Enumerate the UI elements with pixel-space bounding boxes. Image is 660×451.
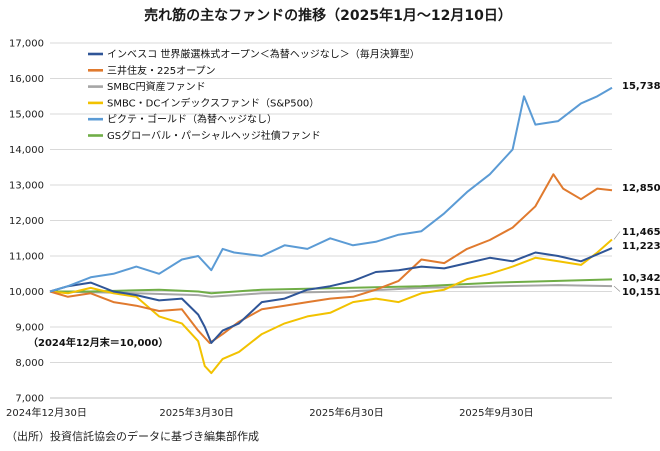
legend-entry: GSグローバル・パーシャルヘッジ社債ファンド [107, 129, 321, 142]
y-tick-label: 16,000 [9, 74, 44, 85]
y-tick-label: 10,000 [9, 287, 44, 298]
source-note: （出所）投資信託協会のデータに基づき編集部作成 [6, 429, 259, 443]
series-line [49, 86, 613, 293]
end-label: 12,850 [622, 183, 660, 194]
end-label: 11,223 [622, 241, 660, 252]
y-tick-label: 13,000 [9, 181, 44, 192]
legend-entry: SMBC円資産ファンド [107, 80, 206, 93]
chart-title: 売れ筋の主なファンドの推移（2025年1月～12月10日） [144, 7, 512, 24]
grid [50, 42, 612, 399]
end-label: 15,738 [622, 81, 660, 92]
y-tick-label: 7,000 [15, 394, 44, 405]
x-tick-label: 2025年3月30日 [159, 406, 234, 419]
y-tick-label: 12,000 [9, 216, 44, 227]
series-line [49, 247, 613, 344]
legend: インベスコ 世界厳選株式オープン＜為替ヘッジなし＞（毎月決算型） 三井住友・225… [88, 48, 420, 142]
end-label: 10,151 [622, 287, 660, 298]
end-label: 11,465 [622, 227, 660, 238]
end-labels: 11,223 12,850 10,151 11,465 15,738 10,342 [613, 81, 660, 298]
x-tick-label: 2025年6月30日 [309, 406, 384, 419]
base-note: （2024年12月末＝10,000） [28, 336, 168, 349]
y-tick-label: 15,000 [9, 110, 44, 121]
y-tick-label: 14,000 [9, 145, 44, 156]
series-line [49, 173, 613, 344]
end-label-leader [613, 285, 621, 292]
x-tick-label: 2024年12月30日 [6, 406, 87, 419]
series-line [49, 284, 613, 298]
legend-entry: ピクテ・ゴールド（為替ヘッジなし） [107, 113, 277, 126]
end-label-leader [613, 231, 621, 240]
y-tick-label: 17,000 [9, 39, 44, 50]
y-axis: 7,000 8,000 9,000 10,000 11,000 12,000 13,000 1… [9, 39, 44, 405]
series-line [50, 278, 613, 295]
legend-entry: インベスコ 世界厳選株式オープン＜為替ヘッジなし＞（毎月決算型） [107, 48, 420, 61]
legend-entry: 三井住友・225オープン [107, 64, 216, 77]
legend-entry: SMBC・DCインデックスファンド（S&P500） [107, 96, 319, 109]
x-tick-label: 2025年9月30日 [459, 406, 534, 419]
x-axis: 2024年12月30日 2025年3月30日 2025年6月30日 2025年9月30… [6, 397, 612, 419]
y-tick-label: 11,000 [9, 252, 44, 263]
end-label: 10,342 [622, 273, 660, 284]
y-tick-label: 8,000 [15, 358, 44, 369]
series-lines [49, 86, 613, 375]
y-tick-label: 9,000 [15, 323, 44, 334]
